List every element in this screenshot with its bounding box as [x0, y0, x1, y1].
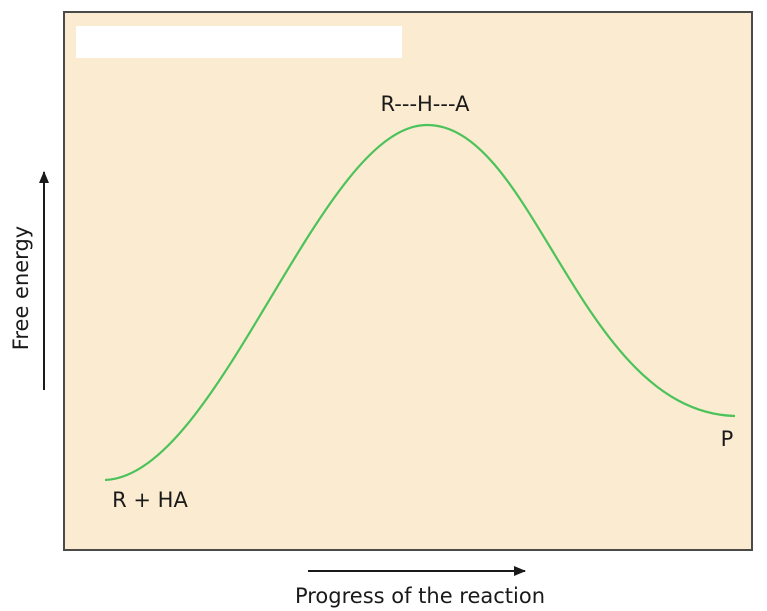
transition-state-label: R---H---A	[381, 92, 471, 116]
blank-box	[76, 26, 402, 58]
y-axis-label: Free energy	[9, 226, 33, 350]
x-axis-label: Progress of the reaction	[295, 584, 545, 608]
plot-panel	[63, 11, 753, 551]
products-label: P	[721, 427, 734, 451]
reactants-label: R + HA	[112, 488, 188, 512]
energy-curve	[104, 123, 736, 482]
